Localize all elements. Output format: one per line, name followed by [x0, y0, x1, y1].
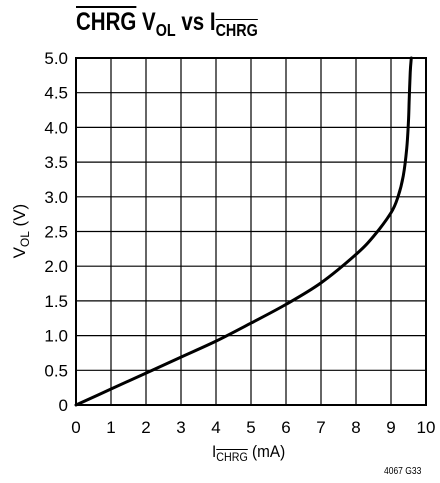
y-tick-labels: 0 0.5 1.0 1.5 2.0 2.5 3.0 3.5 4.0 4.5 5.0: [44, 49, 68, 415]
plot-frame: [75, 57, 427, 406]
x-tick-label-10: 10: [417, 418, 436, 437]
x-tick-label-1: 1: [106, 418, 115, 437]
y-tick-label-3: 1.5: [44, 292, 68, 311]
y-tick-label-8: 4.0: [44, 118, 68, 137]
x-axis-label: ICHRG (mA): [212, 442, 286, 465]
x-tick-label-2: 2: [141, 418, 150, 437]
figure-code: 4067 G33: [384, 466, 422, 477]
y-tick-label-9: 4.5: [44, 84, 68, 103]
y-tick-label-5: 2.5: [44, 223, 68, 242]
x-tick-labels: 0 1 2 3 4 5 6 7 8 9 10: [71, 418, 435, 437]
x-tick-label-3: 3: [176, 418, 185, 437]
y-tick-label-7: 3.5: [44, 153, 68, 172]
y-tick-label-10: 5.0: [44, 49, 68, 68]
x-tick-label-7: 7: [316, 418, 325, 437]
chart-title: CHRG VOL vs ICHRG: [76, 8, 258, 41]
x-tick-label-8: 8: [351, 418, 360, 437]
x-tick-label-0: 0: [71, 418, 80, 437]
y-tick-label-1: 0.5: [44, 361, 68, 380]
y-axis-label: VOL (V): [9, 203, 33, 259]
series-lines: [74, 56, 413, 407]
x-tick-label-9: 9: [386, 418, 395, 437]
y-tick-label-6: 3.0: [44, 188, 68, 207]
y-tick-label-2: 1.0: [44, 327, 68, 346]
x-tick-label-6: 6: [281, 418, 290, 437]
x-tick-label-5: 5: [246, 418, 255, 437]
series-line-0: [74, 56, 413, 407]
grid-lines: [75, 57, 427, 406]
y-tick-label-4: 2.0: [44, 257, 68, 276]
y-tick-label-0: 0: [59, 396, 68, 415]
x-tick-label-4: 4: [211, 418, 220, 437]
